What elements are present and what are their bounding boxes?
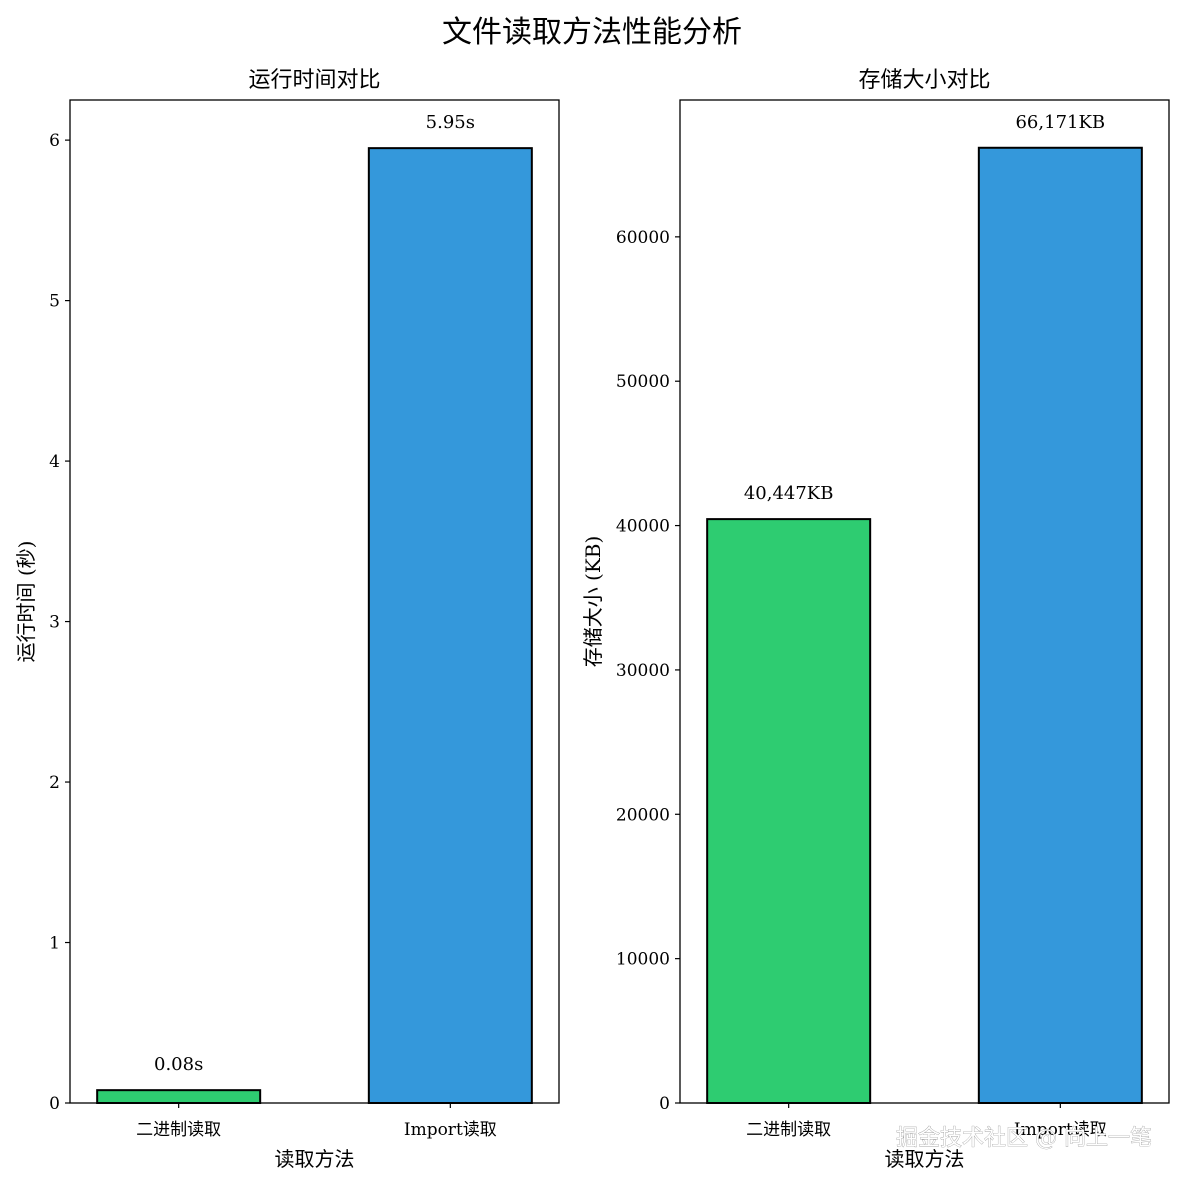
runtime-y-tick-label-6: 5 [49, 292, 60, 312]
runtime-y-tick-label-4: 3 [49, 613, 60, 633]
figure-title: 文件读取方法性能分析 [442, 15, 742, 50]
storage-y-tick-label-2: 10000 [616, 950, 670, 970]
storage-y-tick-label-4: 30000 [616, 661, 670, 681]
runtime-y-axis-label: 运行时间 (秒) [14, 541, 38, 663]
runtime-bar-2 [367, 147, 533, 1105]
runtime-plot-frame [69, 99, 560, 1104]
storage-marks: 40,447KB 二进制读取 66,171KB Import读取 0 10000 20000… [616, 112, 1143, 1140]
runtime-y-tick-label-5: 4 [49, 452, 60, 472]
runtime-y-tick-label-2: 1 [49, 934, 60, 954]
runtime-bar-1 [96, 1089, 262, 1105]
runtime-y-tick-label-1: 0 [49, 1094, 60, 1114]
runtime-x-axis-label: 读取方法 [275, 1147, 355, 1171]
runtime-x-tick-label-2: Import读取 [404, 1120, 497, 1140]
storage-y-tick-label-6: 50000 [616, 372, 670, 392]
storage-plot-frame [679, 99, 1170, 1104]
storage-y-tick-label-1: 0 [659, 1094, 670, 1114]
runtime-marks: 0.08s 二进制读取 5.95s Import读取 0 1 2 3 4 5 6 [49, 112, 533, 1140]
storage-data-label-2: 66,171KB [1015, 112, 1105, 133]
runtime-x-tick-label-1: 二进制读取 [136, 1120, 221, 1140]
storage-x-axis-label: 读取方法 [885, 1147, 965, 1171]
runtime-chart-title: 运行时间对比 [248, 68, 380, 93]
storage-x-tick-label-2: Import读取 [1014, 1120, 1107, 1140]
storage-data-label-1: 40,447KB [744, 483, 834, 504]
storage-y-tick-label-7: 60000 [616, 228, 670, 248]
runtime-data-label-2: 5.95s [426, 112, 475, 133]
storage-bar-2 [977, 146, 1143, 1105]
watermark-text: 掘金技术社区 @ 向上一笔 [896, 1126, 1152, 1151]
storage-y-tick-label-3: 20000 [616, 805, 670, 825]
runtime-y-tick-label-7: 6 [49, 131, 60, 151]
storage-chart-title: 存储大小对比 [858, 68, 990, 93]
panel-storage: 存储大小对比 40,447KB 二进制读取 66,171KB Import读取 0 100… [581, 68, 1170, 1171]
runtime-y-tick-label-3: 2 [49, 773, 60, 793]
storage-x-tick-label-1: 二进制读取 [746, 1120, 831, 1140]
storage-y-tick-label-5: 40000 [616, 517, 670, 537]
runtime-data-label-1: 0.08s [154, 1054, 203, 1075]
storage-bar-1 [706, 518, 872, 1104]
panel-runtime: 运行时间对比 0.08s 二进制读取 5.95s Import读取 0 1 2 3 4 5 6 读取… [14, 68, 560, 1171]
storage-y-axis-label: 存储大小 (KB) [581, 536, 605, 668]
